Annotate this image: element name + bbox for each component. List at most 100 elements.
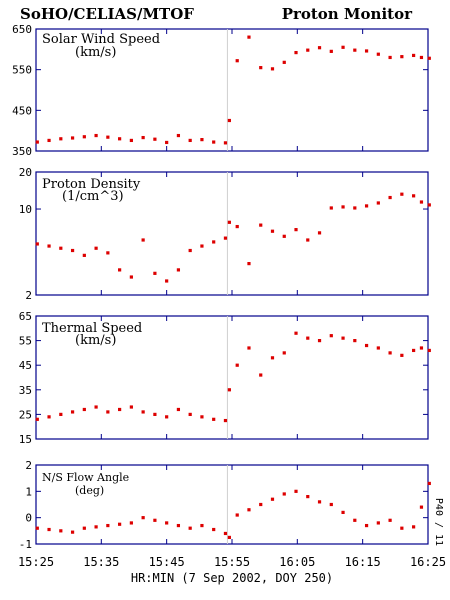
data-point (364, 49, 369, 53)
x-axis-tick-labels: 15:25 15:35 15:45 15:55 16:05 16:15 16:25 (18, 555, 446, 569)
data-point (353, 339, 357, 343)
data-point (188, 526, 192, 530)
data-point (306, 48, 310, 52)
data-point (400, 526, 404, 530)
data-point (94, 133, 98, 138)
data-point (94, 405, 98, 409)
data-point (35, 140, 39, 144)
data-point (212, 527, 216, 532)
data-points (35, 35, 431, 145)
data-point (223, 531, 228, 536)
data-point (212, 140, 216, 144)
data-point (353, 206, 357, 210)
data-point (306, 336, 310, 340)
data-point (129, 275, 133, 279)
y-tick-label: 20 (19, 166, 32, 179)
data-point (419, 346, 424, 350)
y-tick-label: 550 (12, 64, 32, 77)
data-point (376, 201, 380, 205)
data-point (282, 234, 286, 238)
panel-unit: (1/cm^3) (62, 189, 124, 204)
data-point (82, 407, 86, 412)
data-point (235, 513, 239, 517)
data-point (118, 522, 122, 526)
data-point (235, 224, 239, 229)
data-point (165, 140, 169, 145)
data-point (341, 205, 345, 209)
y-tick-label: 450 (12, 104, 32, 117)
panel-solar-wind-speed: Solar Wind Speed (km/s) 350 450 550 650 (12, 23, 431, 158)
data-point (176, 268, 181, 272)
data-point (59, 529, 63, 533)
data-point (282, 60, 286, 64)
data-point (270, 229, 275, 233)
data-point (317, 46, 322, 50)
y-tick-label: 0 (25, 512, 32, 525)
data-point (419, 55, 424, 60)
panel-ns-flow-angle: N/S Flow Angle (deg) -1 0 1 2 (19, 459, 431, 551)
data-point (82, 253, 86, 257)
data-point (376, 346, 380, 350)
data-point (247, 262, 251, 266)
data-point (400, 353, 404, 357)
y-tick-label: 10 (19, 203, 32, 216)
y-tick-label: 65 (19, 310, 32, 323)
data-point (153, 137, 157, 141)
header-right-title: Proton Monitor (282, 5, 413, 23)
data-point (82, 526, 86, 530)
data-point (247, 35, 251, 39)
data-point (270, 67, 275, 71)
data-point (294, 50, 298, 55)
panel-title: N/S Flow Angle (42, 471, 129, 484)
data-point (223, 141, 228, 145)
data-point (70, 530, 75, 534)
data-point (353, 518, 357, 522)
data-point (329, 502, 333, 507)
data-point (82, 135, 86, 139)
data-point (270, 356, 275, 360)
data-point (70, 410, 75, 414)
data-point (259, 66, 263, 70)
y-tick-label: 650 (12, 23, 32, 36)
data-point (412, 348, 416, 353)
data-point (212, 240, 216, 244)
data-point (70, 248, 75, 253)
data-point (165, 279, 169, 283)
data-point (341, 510, 345, 514)
data-point (427, 56, 431, 60)
data-point (235, 363, 239, 367)
data-point (70, 136, 75, 140)
data-point (200, 138, 204, 142)
data-point (427, 203, 431, 207)
data-point (227, 388, 231, 392)
data-point (388, 351, 392, 355)
y-axis-ticks: 2 10 20 (19, 166, 429, 302)
data-point (223, 418, 228, 423)
data-point (47, 138, 51, 143)
data-point (141, 238, 145, 242)
data-point (227, 118, 231, 123)
data-point (317, 231, 322, 235)
y-tick-label: 350 (12, 145, 32, 158)
data-point (294, 331, 298, 335)
data-point (129, 521, 133, 525)
panel-thermal-speed: Thermal Speed (km/s) 15 25 35 45 55 65 (19, 310, 431, 446)
data-point (427, 481, 431, 486)
data-point (227, 220, 231, 224)
data-point (306, 238, 310, 242)
data-point (59, 137, 63, 141)
data-point (329, 49, 333, 53)
data-point (364, 523, 369, 528)
data-point (118, 137, 122, 141)
data-point (400, 192, 404, 196)
y-tick-label: 45 (19, 359, 32, 372)
data-point (306, 495, 310, 499)
data-point (141, 516, 145, 520)
data-point (259, 223, 263, 227)
x-axis-label: HR:MIN (7 Sep 2002, DOY 250) (131, 571, 333, 585)
data-point (153, 412, 157, 416)
data-point (188, 248, 192, 253)
data-point (212, 417, 216, 421)
data-point (153, 271, 157, 275)
panel-unit: (km/s) (75, 45, 116, 60)
